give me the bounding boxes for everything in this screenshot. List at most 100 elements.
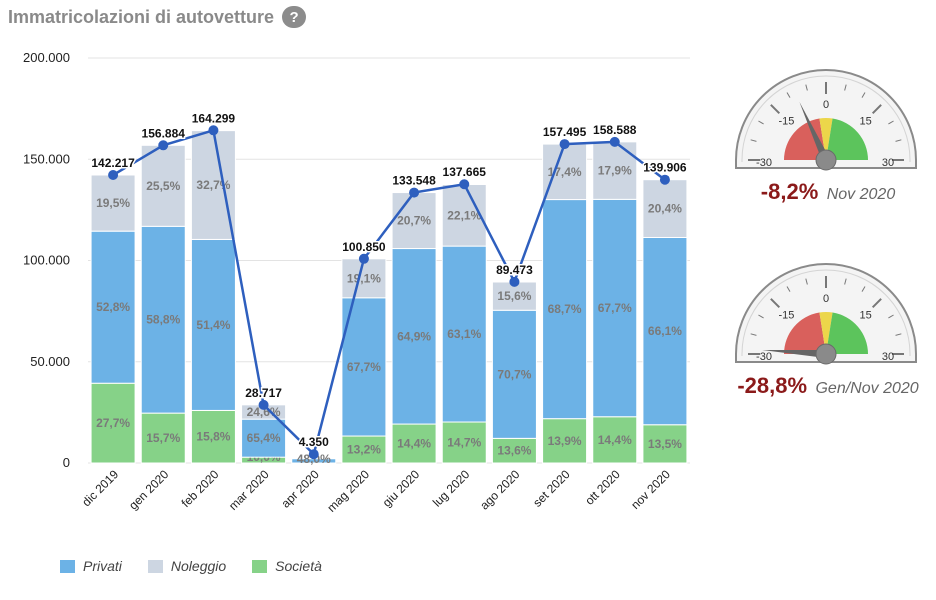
bar-segment [642,236,688,426]
segment-label: 58,8% [146,313,180,327]
bar-segment [140,225,186,414]
gauge-tick [770,298,781,309]
segment-label: 15,7% [146,431,180,445]
segment-label: 15,6% [497,289,531,303]
gauge-monthly: -30 -15 0 15 30 -8,2% Nov 2020 [728,62,928,205]
total-point [559,139,570,150]
segment-label: 14,4% [598,433,632,447]
gauge-scale-label: -15 [778,115,794,127]
gauge-tick [786,286,791,292]
segment-label: 14,4% [397,437,431,451]
y-tick-label: 0 [63,455,70,470]
total-point [509,276,520,287]
gauge-scale-label: -30 [756,351,772,363]
segment-label: 70,7% [497,367,531,381]
segment-label: 63,1% [447,327,481,341]
x-tick-label: ott 2020 [582,467,623,508]
gauge-scale-label: 30 [882,351,894,363]
gauge-scale-label: 0 [823,99,829,111]
bar-segment [241,418,287,458]
bar-segment [491,437,537,464]
x-tick-label: mag 2020 [324,467,372,515]
total-point [459,179,470,190]
legend-item-noleggio[interactable]: Noleggio [147,558,226,574]
total-point [308,449,319,460]
total-label: 133.548 [392,174,436,188]
gauge-ytd: -30 -15 0 15 30 -28,8% Gen/Nov 2020 [728,256,928,399]
x-tick-label: giu 2020 [380,467,423,510]
help-icon[interactable]: ? [282,6,307,28]
gauge-scale-label: -30 [756,157,772,169]
gauge-scale-label: 30 [882,157,894,169]
total-label: 142.217 [91,156,135,170]
legend-item-societa[interactable]: Società [252,558,322,574]
bar-segment [592,198,638,418]
y-tick-label: 200.000 [23,50,70,65]
segment-label: 67,7% [347,360,381,374]
gauge-tick [861,92,866,98]
bar-segment [140,144,186,227]
gauge-rim [741,269,911,356]
total-label: 28.717 [245,386,282,400]
bar-segment [441,245,487,423]
y-tick-label: 100.000 [23,253,70,268]
gauge-tick [770,104,781,115]
gauge-scale-label: 15 [859,115,871,127]
gauge-tick [888,120,894,125]
x-tick-label: apr 2020 [278,467,322,511]
bar-segment [441,421,487,464]
total-point [609,136,620,147]
total-point [358,253,369,264]
gauge-tick [758,314,764,319]
gauge-tick [871,298,882,309]
gauge-rim [741,75,911,162]
segment-label: 14,7% [447,436,481,450]
x-tick-label: mar 2020 [226,467,272,513]
legend-item-privati[interactable]: Privati [60,558,122,574]
bar-segment [592,416,638,464]
societa-swatch [252,559,268,573]
x-tick-label: feb 2020 [179,467,222,510]
gauge-ytd-value: -28,8% [737,373,808,398]
bar-chart: 0 50.000 100.000 150.000 200.000 27,7% 52,8% 19… [23,50,690,515]
segment-label: 20,7% [397,214,431,228]
gauge-monthly-value: -8,2% [760,179,819,204]
segment-label: 19,1% [347,271,381,285]
gauge-needle [762,349,827,358]
privati-swatch [60,559,75,573]
bar-segment [542,143,588,201]
gauge-ytd-label: -28,8% Gen/Nov 2020 [728,373,928,399]
gauge-zone-green [826,118,868,160]
gauge-monthly-label: -8,2% Nov 2020 [728,179,928,205]
total-label: 4.350 [299,435,329,449]
total-label: 164.299 [192,111,236,125]
bar-segment [491,309,537,439]
gauge-needle [799,101,830,162]
segment-label: 13,6% [497,444,531,458]
bar-segment [190,130,236,240]
x-tick-label: nov 2020 [628,467,673,512]
gauge-zone-yellow [819,118,833,155]
bar-segment [190,238,236,411]
segment-label: 20,4% [648,202,682,216]
segment-label: 67,7% [598,301,632,315]
gauge-tick [861,286,866,292]
gauge-tick [895,139,902,142]
total-point [258,399,269,410]
total-label: 100.850 [342,240,386,254]
chart-title: Immatricolazioni di autovetture [8,6,275,27]
bar-segment [190,409,236,464]
gauge-tick [888,314,894,319]
legend: Privati Noleggio Società [60,558,322,574]
gauge-tick [786,92,791,98]
segment-label: 24,6% [247,405,281,419]
x-tick-label: lug 2020 [430,467,473,510]
total-label: 158.588 [593,123,637,137]
gauge-zone-green [826,312,868,354]
gauge-hub [815,149,837,171]
y-tick-label: 50.000 [30,354,70,369]
segment-label: 13,9% [548,434,582,448]
gauge-tick [844,84,847,91]
segment-label: 17,9% [598,164,632,178]
bar-segment [642,179,688,238]
